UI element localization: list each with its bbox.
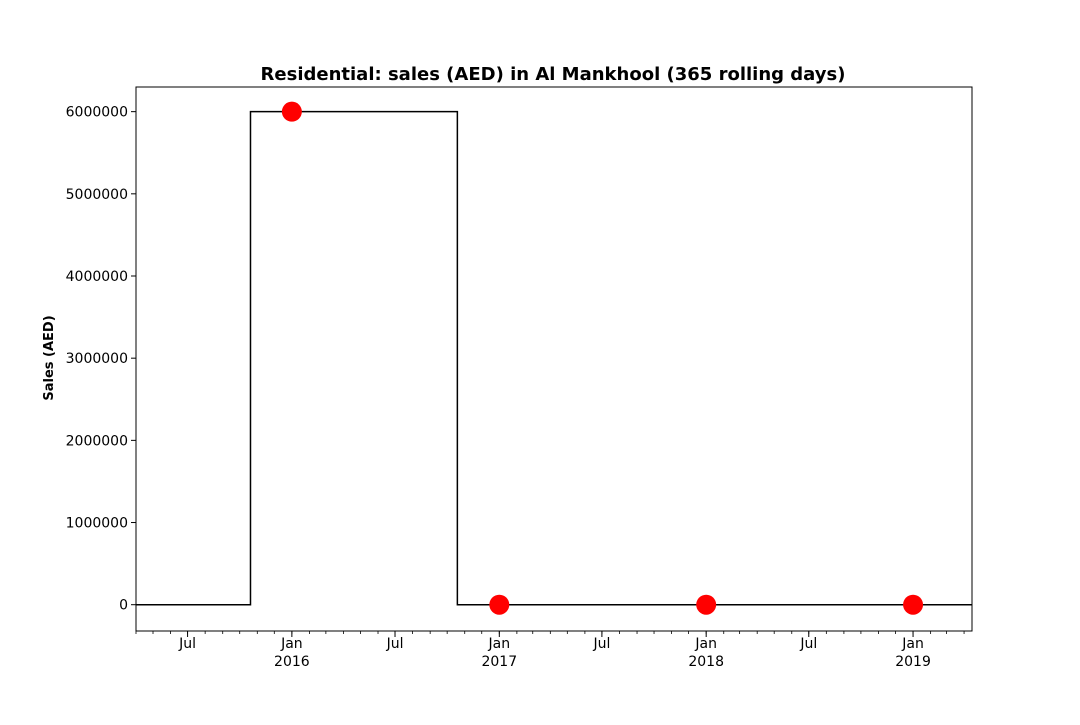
x-tick-label: Jan	[488, 636, 511, 652]
x-axis-ticks: Jul Jan 2016 Jul Jan 2017 Jul Jan 2018 Jul Jan 2019	[135, 631, 965, 670]
x-tick-label: Jan	[901, 636, 924, 652]
sales-step-line	[136, 110, 972, 606]
x-tick-year-label: 2018	[688, 654, 724, 670]
x-tick-year-label: 2016	[274, 654, 310, 670]
y-axis-label: Sales (AED)	[42, 315, 57, 400]
x-tick-label: Jul	[386, 636, 404, 652]
chart-title: Residential: sales (AED) in Al Mankhool …	[261, 64, 846, 85]
x-tick-year-label: 2017	[481, 654, 517, 670]
data-point-marker	[281, 101, 302, 122]
data-point-marker	[903, 594, 924, 615]
y-tick-label: 1000000	[66, 516, 128, 532]
y-tick-label: 0	[119, 598, 128, 614]
y-axis-ticks: 0 1000000 2000000 3000000 4000000 5000000 6000…	[66, 105, 136, 614]
series-layer	[136, 101, 972, 615]
x-tick-label: Jul	[178, 636, 196, 652]
y-tick-label: 4000000	[66, 269, 128, 285]
y-tick-label: 2000000	[66, 433, 128, 449]
y-tick-label: 6000000	[66, 105, 128, 121]
y-tick-label: 5000000	[66, 187, 128, 203]
x-tick-label: Jan	[280, 636, 303, 652]
y-tick-label: 3000000	[66, 351, 128, 367]
plot-area	[135, 86, 973, 632]
x-tick-label: Jul	[592, 636, 610, 652]
data-point-marker	[696, 594, 717, 615]
x-tick-label: Jan	[694, 636, 717, 652]
data-point-marker	[489, 594, 510, 615]
x-tick-year-label: 2019	[895, 654, 931, 670]
x-tick-label: Jul	[799, 636, 817, 652]
